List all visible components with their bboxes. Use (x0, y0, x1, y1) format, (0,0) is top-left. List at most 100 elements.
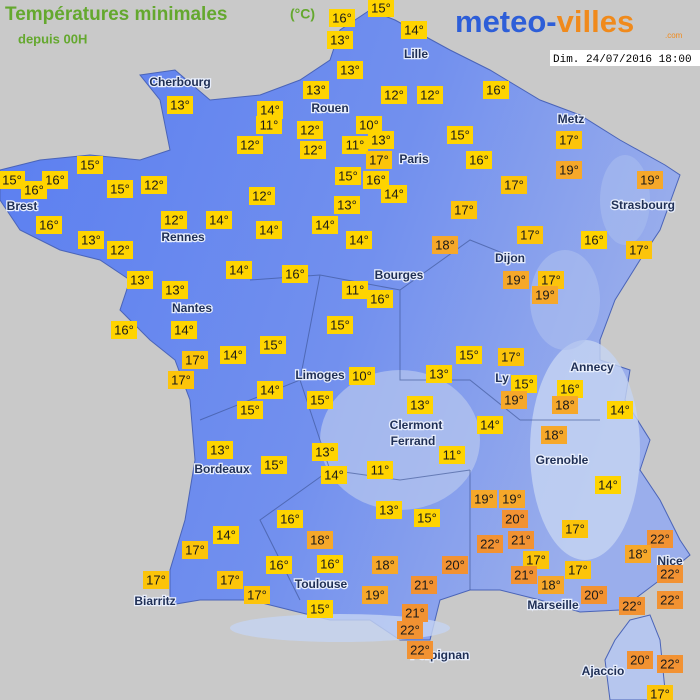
reading[interactable]: 14° (312, 216, 338, 234)
reading[interactable]: 11° (367, 461, 393, 479)
reading[interactable]: 18° (432, 236, 458, 254)
reading[interactable]: 10° (356, 116, 382, 134)
reading[interactable]: 13° (407, 396, 433, 414)
reading[interactable]: 12° (381, 86, 407, 104)
reading[interactable]: 16° (581, 231, 607, 249)
reading[interactable]: 21° (511, 566, 537, 584)
reading[interactable]: 11° (342, 136, 368, 154)
reading[interactable]: 17° (647, 685, 673, 700)
reading[interactable]: 22° (407, 641, 433, 659)
reading[interactable]: 20° (627, 651, 653, 669)
reading[interactable]: 13° (368, 131, 394, 149)
reading[interactable]: 17° (143, 571, 169, 589)
reading[interactable]: 14° (220, 346, 246, 364)
reading[interactable]: 12° (300, 141, 326, 159)
reading[interactable]: 12° (249, 187, 275, 205)
reading[interactable]: 12° (297, 121, 323, 139)
reading[interactable]: 21° (508, 531, 534, 549)
reading[interactable]: 12° (161, 211, 187, 229)
reading[interactable]: 22° (647, 530, 673, 548)
reading[interactable]: 17° (517, 226, 543, 244)
reading[interactable]: 12° (237, 136, 263, 154)
reading[interactable]: 13° (312, 443, 338, 461)
reading[interactable]: 16° (329, 9, 355, 27)
reading[interactable]: 19° (532, 286, 558, 304)
reading[interactable]: 11° (342, 281, 368, 299)
reading[interactable]: 14° (256, 221, 282, 239)
reading[interactable]: 16° (36, 216, 62, 234)
reading[interactable]: 22° (397, 621, 423, 639)
reading[interactable]: 14° (321, 466, 347, 484)
reading[interactable]: 18° (372, 556, 398, 574)
reading[interactable]: 20° (442, 556, 468, 574)
reading[interactable]: 13° (78, 231, 104, 249)
reading[interactable]: 16° (282, 265, 308, 283)
reading[interactable]: 14° (401, 21, 427, 39)
reading[interactable]: 18° (541, 426, 567, 444)
reading[interactable]: 15° (456, 346, 482, 364)
reading[interactable]: 22° (657, 565, 683, 583)
reading[interactable]: 20° (581, 586, 607, 604)
reading[interactable]: 14° (257, 381, 283, 399)
reading[interactable]: 16° (277, 510, 303, 528)
reading[interactable]: 16° (266, 556, 292, 574)
reading[interactable]: 17° (182, 541, 208, 559)
logo[interactable]: meteo-villes (455, 4, 634, 39)
reading[interactable]: 14° (346, 231, 372, 249)
reading[interactable]: 15° (511, 375, 537, 393)
reading[interactable]: 17° (168, 371, 194, 389)
reading[interactable]: 16° (317, 555, 343, 573)
reading[interactable]: 13° (127, 271, 153, 289)
reading[interactable]: 20° (502, 510, 528, 528)
reading[interactable]: 15° (307, 391, 333, 409)
reading[interactable]: 17° (498, 348, 524, 366)
reading[interactable]: 14° (595, 476, 621, 494)
reading[interactable]: 17° (562, 520, 588, 538)
reading[interactable]: 17° (501, 176, 527, 194)
reading[interactable]: 19° (501, 391, 527, 409)
reading[interactable]: 15° (327, 316, 353, 334)
reading[interactable]: 18° (307, 531, 333, 549)
reading[interactable]: 16° (483, 81, 509, 99)
reading[interactable]: 19° (637, 171, 663, 189)
reading[interactable]: 14° (213, 526, 239, 544)
reading[interactable]: 19° (503, 271, 529, 289)
reading[interactable]: 13° (426, 365, 452, 383)
reading[interactable]: 18° (625, 545, 651, 563)
reading[interactable]: 15° (77, 156, 103, 174)
reading[interactable]: 14° (257, 101, 283, 119)
reading[interactable]: 19° (499, 490, 525, 508)
reading[interactable]: 11° (439, 446, 465, 464)
reading[interactable]: 13° (337, 61, 363, 79)
reading[interactable]: 19° (471, 490, 497, 508)
reading[interactable]: 22° (619, 597, 645, 615)
reading[interactable]: 15° (447, 126, 473, 144)
reading[interactable]: 16° (111, 321, 137, 339)
reading[interactable]: 16° (557, 380, 583, 398)
reading[interactable]: 17° (565, 561, 591, 579)
reading[interactable]: 16° (363, 171, 389, 189)
reading[interactable]: 21° (411, 576, 437, 594)
reading[interactable]: 14° (381, 185, 407, 203)
reading[interactable]: 15° (0, 171, 25, 189)
reading[interactable]: 13° (327, 31, 353, 49)
reading[interactable]: 13° (303, 81, 329, 99)
reading[interactable]: 16° (21, 181, 47, 199)
reading[interactable]: 13° (167, 96, 193, 114)
reading[interactable]: 21° (402, 604, 428, 622)
reading[interactable]: 17° (366, 151, 392, 169)
reading[interactable]: 15° (414, 509, 440, 527)
reading[interactable]: 15° (261, 456, 287, 474)
reading[interactable]: 17° (523, 551, 549, 569)
reading[interactable]: 16° (367, 290, 393, 308)
reading[interactable]: 19° (556, 161, 582, 179)
reading[interactable]: 17° (538, 271, 564, 289)
reading[interactable]: 14° (226, 261, 252, 279)
reading[interactable]: 17° (182, 351, 208, 369)
reading[interactable]: 17° (244, 586, 270, 604)
reading[interactable]: 10° (349, 367, 375, 385)
reading[interactable]: 15° (307, 600, 333, 618)
reading[interactable]: 22° (657, 591, 683, 609)
reading[interactable]: 14° (477, 416, 503, 434)
reading[interactable]: 14° (206, 211, 232, 229)
